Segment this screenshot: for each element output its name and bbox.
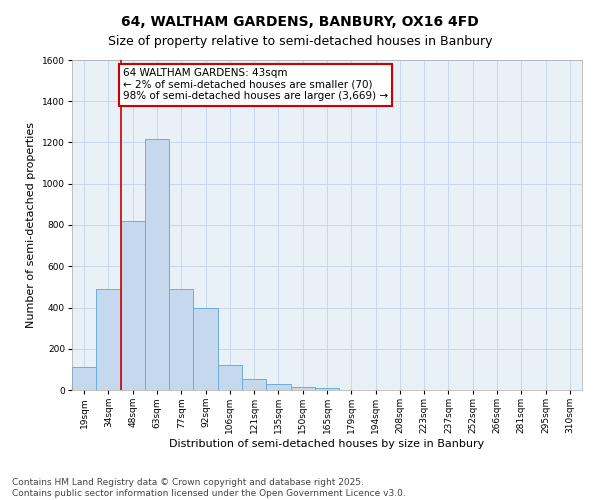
- Bar: [315, 388, 339, 390]
- Text: Size of property relative to semi-detached houses in Banbury: Size of property relative to semi-detach…: [108, 35, 492, 48]
- Bar: [96, 289, 121, 390]
- Bar: [193, 308, 218, 390]
- Bar: [290, 387, 315, 390]
- Bar: [72, 368, 96, 390]
- Bar: [242, 378, 266, 390]
- Bar: [145, 140, 169, 390]
- Y-axis label: Number of semi-detached properties: Number of semi-detached properties: [26, 122, 37, 328]
- Bar: [266, 384, 290, 390]
- Bar: [121, 221, 145, 390]
- Bar: [218, 365, 242, 390]
- Text: 64, WALTHAM GARDENS, BANBURY, OX16 4FD: 64, WALTHAM GARDENS, BANBURY, OX16 4FD: [121, 15, 479, 29]
- Text: 64 WALTHAM GARDENS: 43sqm
← 2% of semi-detached houses are smaller (70)
98% of s: 64 WALTHAM GARDENS: 43sqm ← 2% of semi-d…: [123, 68, 388, 102]
- Text: Contains HM Land Registry data © Crown copyright and database right 2025.
Contai: Contains HM Land Registry data © Crown c…: [12, 478, 406, 498]
- X-axis label: Distribution of semi-detached houses by size in Banbury: Distribution of semi-detached houses by …: [169, 439, 485, 449]
- Bar: [169, 289, 193, 390]
